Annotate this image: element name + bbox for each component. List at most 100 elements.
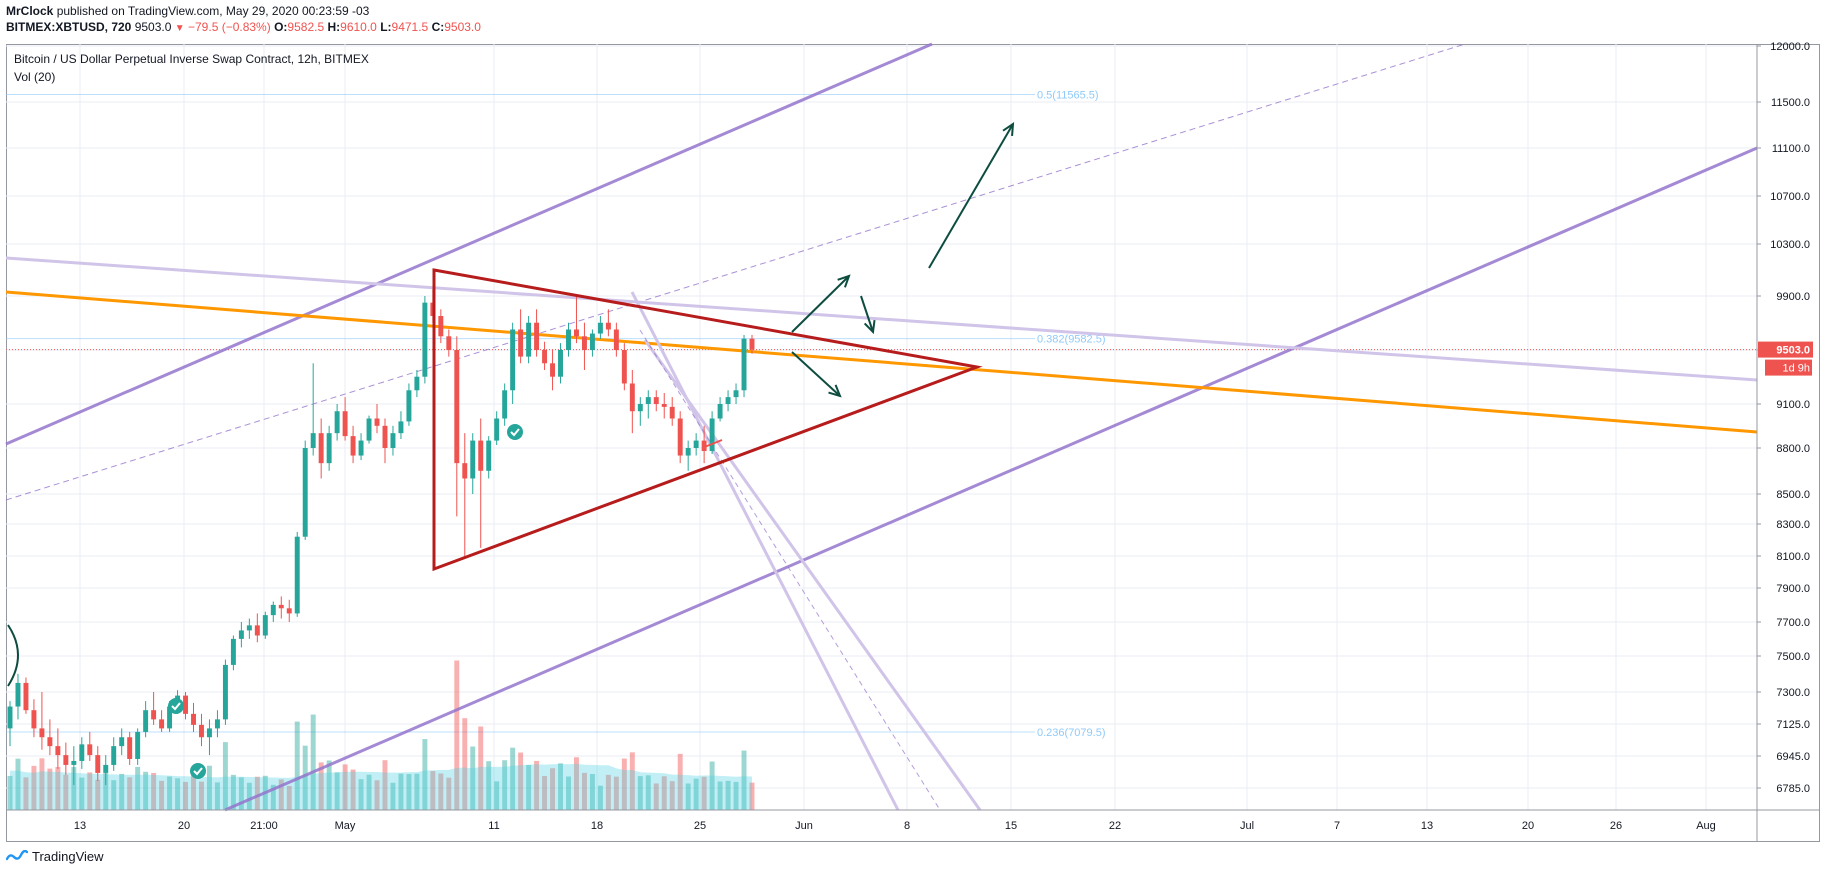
check-mark-icon <box>171 702 181 711</box>
candle-body <box>63 755 69 765</box>
volume-bar <box>238 777 244 810</box>
candle-body <box>486 440 492 471</box>
candle-body <box>374 418 380 426</box>
x-tick-label: May <box>335 820 356 832</box>
x-tick-label: 13 <box>1421 820 1433 832</box>
volume-bar <box>605 774 611 810</box>
y-tick-label: 6785.0 <box>1776 783 1810 795</box>
symbol-ohlc: BITMEX:XBTUSD, 720 9503.0 ▼ −79.5 (−0.83… <box>6 20 481 34</box>
arrow-up-short-head <box>837 274 851 288</box>
x-tick-label: 26 <box>1610 820 1622 832</box>
candle-body <box>127 737 133 759</box>
volume-label: Vol (20) <box>14 70 56 84</box>
volume-bar <box>302 745 308 810</box>
volume-bar <box>191 772 196 810</box>
overlay-drawings[interactable] <box>7 122 1015 779</box>
footer[interactable]: TradingView <box>6 849 104 864</box>
candle-body <box>103 764 109 773</box>
volume-bar <box>103 773 109 810</box>
candle-body <box>462 463 468 479</box>
close-value: 9503.0 <box>444 20 481 34</box>
volume-bar <box>430 771 436 810</box>
volume-bar <box>701 776 707 810</box>
volume-bar <box>31 765 37 810</box>
arrow-down-right-head <box>828 384 842 398</box>
candle-body <box>310 433 316 448</box>
volume-bar <box>494 781 500 810</box>
check-mark-icon <box>510 428 520 437</box>
y-tick-label: 10700.0 <box>1770 191 1810 203</box>
candle-body <box>589 333 595 350</box>
candle-body <box>693 440 699 448</box>
candle-body <box>454 350 460 464</box>
trend-drawings[interactable] <box>5 42 1758 812</box>
candle-body <box>438 315 444 337</box>
candle-body <box>143 710 149 732</box>
candle-body <box>478 440 484 471</box>
volume-bar <box>422 739 428 810</box>
y-tick-label: 7900.0 <box>1776 583 1810 595</box>
candle-body <box>741 338 747 391</box>
volume-bar <box>581 772 587 810</box>
volume-bar <box>454 660 460 810</box>
arrow-up-long <box>928 123 1014 269</box>
support-orange-line <box>5 290 1758 434</box>
volume-bar <box>661 776 667 810</box>
candle-body <box>342 411 348 437</box>
volume-ma-area <box>10 763 752 810</box>
candle-body <box>350 436 356 456</box>
candle-body <box>605 322 611 330</box>
candle-body <box>47 737 53 747</box>
down-channel-line-1 <box>630 291 900 811</box>
volume-bar <box>390 782 396 810</box>
candle-body <box>701 440 707 452</box>
candle-body <box>446 336 452 350</box>
volume-bar <box>135 766 141 810</box>
volume-bar <box>725 780 731 810</box>
volume-bar <box>63 774 69 810</box>
axes: 6785.0 6945.0 7125.0 7300.0 7500.0 7700.0 7900… <box>6 41 1820 842</box>
candle-body <box>270 604 276 616</box>
channel-mid-dashed <box>5 43 1466 501</box>
candle-body <box>414 376 420 391</box>
volume-bar <box>230 774 236 810</box>
volume-bar <box>534 760 540 810</box>
volume-bar <box>326 760 332 810</box>
volume-bar <box>398 773 404 810</box>
candle-body <box>566 329 571 350</box>
volume-bar <box>510 747 516 810</box>
arrow-down-short-head <box>863 319 876 335</box>
candle-body <box>151 710 157 720</box>
volume-bar <box>23 777 29 810</box>
volume-bar <box>47 768 53 810</box>
check-badge-icon <box>190 763 206 779</box>
candle-body <box>669 406 675 419</box>
candle-body <box>534 322 540 350</box>
chart-title: Bitcoin / US Dollar Perpetual Inverse Sw… <box>14 52 369 66</box>
candle-body <box>470 440 476 479</box>
volume-bar <box>246 782 252 810</box>
author-name[interactable]: MrClock <box>6 4 54 18</box>
arrow-down-short <box>860 295 874 333</box>
tradingview-logo-icon <box>6 849 28 860</box>
candle-body <box>23 682 29 711</box>
channel-upper-line <box>5 42 933 446</box>
volume-bar <box>366 774 372 810</box>
check-badge-icon <box>507 424 523 440</box>
volume-bar <box>318 762 324 810</box>
candle-body <box>119 737 125 747</box>
countdown-tag <box>1765 359 1812 376</box>
volume-bar <box>199 781 204 810</box>
y-tick-label: 11500.0 <box>1771 97 1810 109</box>
volume-bar <box>350 769 356 810</box>
y-tick-label: 7125.0 <box>1776 719 1810 731</box>
candle-body <box>159 719 165 729</box>
volume-bar <box>526 764 532 810</box>
candle-body <box>597 322 603 334</box>
candle-body <box>390 433 396 448</box>
open-value: 9582.5 <box>287 20 325 34</box>
volume-bar <box>15 758 21 810</box>
volume-bar <box>518 752 524 810</box>
volume-bar <box>645 775 651 810</box>
